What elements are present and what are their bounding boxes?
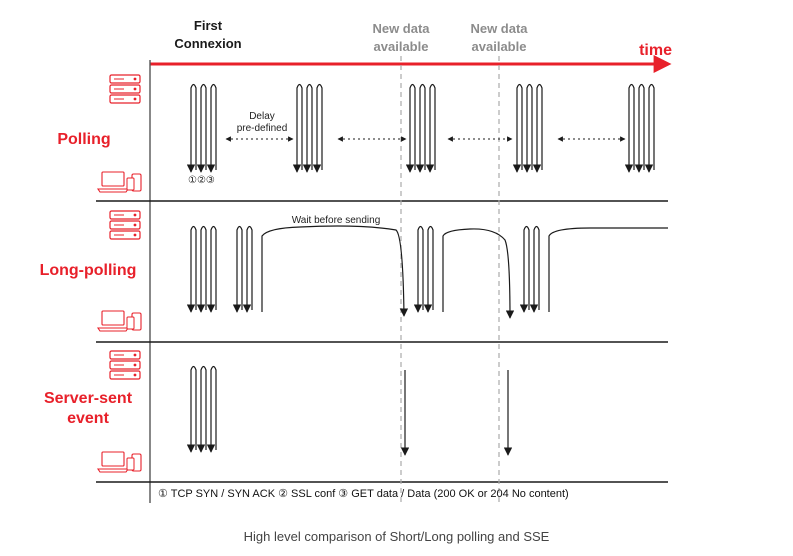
server-icon: [109, 210, 141, 240]
polling-loop: [644, 83, 655, 173]
long-polling-held-connection: [548, 227, 668, 312]
polling-loop: [312, 83, 323, 173]
polling-loop: [186, 83, 197, 173]
long-polling-held-connection: [261, 225, 409, 317]
figure-caption: High level comparison of Short/Long poll…: [243, 529, 550, 544]
long-polling-loop: [186, 225, 197, 313]
sse-loop: [206, 365, 217, 453]
new-data-label-2-line2: available: [472, 39, 527, 54]
new-data-label-1-line2: available: [374, 39, 429, 54]
server-icon: [109, 74, 141, 104]
first-connection-label-line2: Connexion: [174, 36, 241, 51]
polling-loop: [196, 83, 207, 173]
time-label: time: [639, 42, 672, 59]
long-polling-loop: [413, 225, 424, 313]
row-label-sse-line2: event: [67, 410, 109, 427]
long-polling-loop: [423, 225, 434, 313]
polling-loop: [292, 83, 303, 173]
row-label-long-polling: Long-polling: [40, 262, 137, 279]
polling-loop: [405, 83, 416, 173]
polling-loop: [634, 83, 645, 173]
laptop-phone-icon: [96, 451, 142, 473]
new-data-label-2-line1: New data: [470, 21, 528, 36]
new-data-label-1-line1: New data: [372, 21, 430, 36]
server-icon: [109, 350, 141, 380]
request-loops-layer: [186, 83, 668, 456]
first-connection-label-line1: First: [194, 18, 223, 33]
delay-label-line2: pre-defined: [237, 123, 288, 134]
long-polling-held-connection: [442, 228, 515, 319]
laptop-phone-icon: [96, 171, 142, 193]
step-numbers: ①②③: [188, 175, 215, 186]
row-label-polling: Polling: [57, 131, 110, 148]
icons-layer: [96, 74, 142, 473]
polling-loop: [206, 83, 217, 173]
long-polling-loop: [206, 225, 217, 313]
polling-loop: [302, 83, 313, 173]
polling-loop: [425, 83, 436, 173]
long-polling-loop: [196, 225, 207, 313]
legend-text: ① TCP SYN / SYN ACK ② SSL conf ③ GET dat…: [158, 488, 569, 500]
long-polling-loop: [529, 225, 540, 313]
sse-loop: [196, 365, 207, 453]
laptop-phone-icon: [96, 310, 142, 332]
polling-loop: [522, 83, 533, 173]
wait-before-sending-label: Wait before sending: [292, 215, 381, 226]
long-polling-loop: [519, 225, 530, 313]
delay-label-line1: Delay: [249, 111, 275, 122]
sse-loop: [186, 365, 197, 453]
long-polling-loop: [242, 225, 253, 313]
polling-loop: [624, 83, 635, 173]
row-label-sse-line1: Server-sent: [44, 390, 133, 407]
polling-loop: [415, 83, 426, 173]
polling-loop: [512, 83, 523, 173]
long-polling-loop: [232, 225, 243, 313]
polling-loop: [532, 83, 543, 173]
